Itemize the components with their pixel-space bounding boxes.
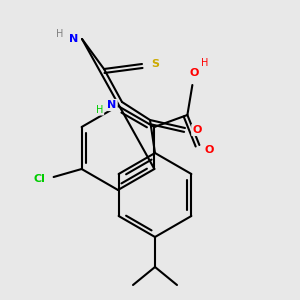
Text: O: O (190, 68, 199, 78)
Text: O: O (192, 125, 202, 135)
Text: H: H (201, 58, 208, 68)
Text: H: H (96, 105, 104, 115)
Text: H: H (56, 29, 64, 39)
Text: N: N (69, 34, 79, 44)
Text: O: O (205, 145, 214, 155)
Text: Cl: Cl (34, 174, 46, 184)
Text: S: S (151, 59, 159, 69)
Text: N: N (107, 100, 117, 110)
